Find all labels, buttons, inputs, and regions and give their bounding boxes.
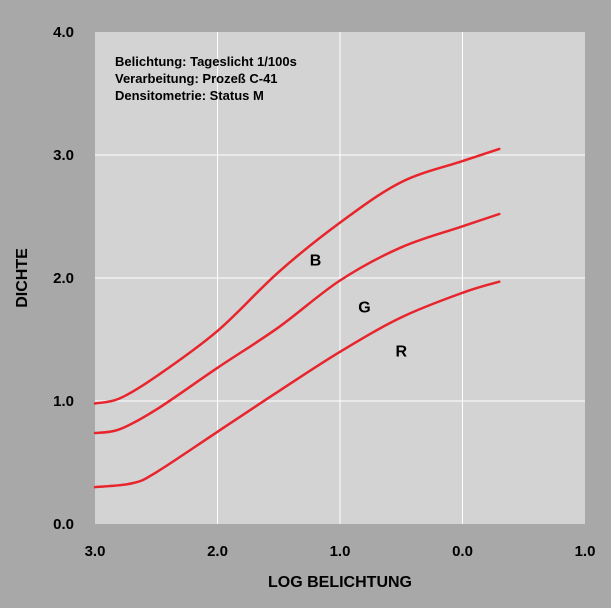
x-tick-label: 1.0 [575,543,596,560]
exposure-note: Verarbeitung: Prozeß C-41 [115,71,278,86]
y-tick-label: 0.0 [53,516,74,533]
exposure-notes: Belichtung: Tageslicht 1/100s Verarbeitun… [115,54,297,103]
y-tick-label: 2.0 [53,270,74,287]
y-tick-label: 1.0 [53,393,74,410]
exposure-note: Belichtung: Tageslicht 1/100s [115,54,297,69]
x-tick-label: 1.0 [330,543,351,560]
y-tick-label: 3.0 [53,147,74,164]
x-tick-label: 3.0 [85,543,106,560]
x-tick-label: 0.0 [452,543,473,560]
curve-g [93,212,501,435]
x-axis-label: LOG BELICHTUNG [268,574,412,591]
x-tick-label: 2.0 [207,543,228,560]
grid-lines [95,32,585,524]
y-tick-label: 4.0 [53,24,74,41]
curve-label-b: B [310,253,322,270]
tick-labels: 3.0 2.0 1.0 0.0 1.0 0.0 1.0 2.0 3.0 4.0 [53,24,595,560]
curve-label-g: G [358,299,370,316]
curve-r [93,280,501,489]
exposure-note: Densitometrie: Status M [115,88,264,103]
curves: B G R [93,147,501,489]
curve-label-r: R [395,344,407,361]
curve-b [93,147,501,405]
y-axis-label: DICHTE [14,248,31,308]
